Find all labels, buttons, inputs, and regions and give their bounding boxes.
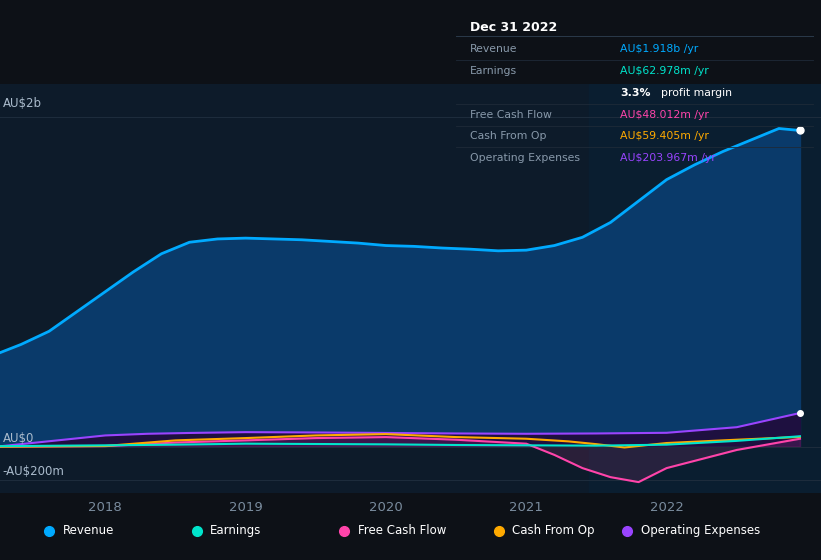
Text: AU$0: AU$0 bbox=[2, 432, 34, 445]
Text: Free Cash Flow: Free Cash Flow bbox=[470, 110, 552, 120]
Text: Cash From Op: Cash From Op bbox=[512, 524, 595, 537]
Text: AU$1.918b /yr: AU$1.918b /yr bbox=[620, 44, 698, 54]
Text: Free Cash Flow: Free Cash Flow bbox=[358, 524, 446, 537]
Text: Revenue: Revenue bbox=[63, 524, 114, 537]
Text: AU$48.012m /yr: AU$48.012m /yr bbox=[620, 110, 709, 120]
Text: Operating Expenses: Operating Expenses bbox=[470, 153, 580, 164]
Text: Dec 31 2022: Dec 31 2022 bbox=[470, 21, 557, 34]
Text: Revenue: Revenue bbox=[470, 44, 517, 54]
Text: AU$203.967m /yr: AU$203.967m /yr bbox=[620, 153, 716, 164]
Text: 3.3%: 3.3% bbox=[620, 88, 650, 98]
Text: Earnings: Earnings bbox=[470, 66, 517, 76]
Text: Operating Expenses: Operating Expenses bbox=[641, 524, 760, 537]
Text: -AU$200m: -AU$200m bbox=[2, 465, 65, 478]
Text: Earnings: Earnings bbox=[210, 524, 262, 537]
Text: AU$62.978m /yr: AU$62.978m /yr bbox=[620, 66, 709, 76]
Text: Cash From Op: Cash From Op bbox=[470, 132, 547, 142]
Text: profit margin: profit margin bbox=[661, 88, 732, 98]
Text: AU$2b: AU$2b bbox=[2, 97, 42, 110]
Bar bbox=[589, 84, 821, 493]
Text: AU$59.405m /yr: AU$59.405m /yr bbox=[620, 132, 709, 142]
